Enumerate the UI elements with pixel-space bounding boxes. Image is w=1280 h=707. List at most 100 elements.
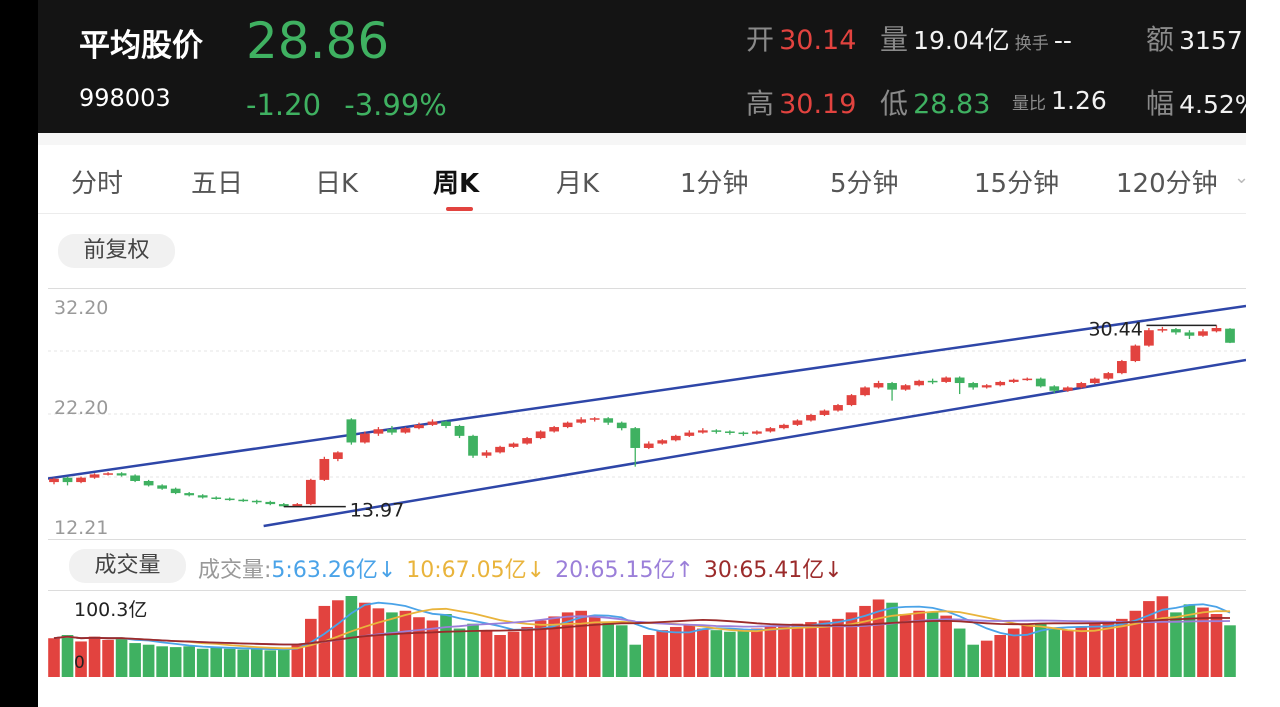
candle-body [495,446,505,453]
candle-body [535,431,546,439]
volume-bar [480,630,493,677]
section-divider [38,133,1246,145]
volume-bar [886,602,898,677]
tab-monthly-k[interactable]: 月K [556,169,600,199]
candle-body [211,497,222,499]
volume-bar [88,636,101,677]
active-tab-indicator [446,207,473,211]
volume-max-label: 100.3亿 [74,599,147,621]
volume-value: 19.04亿 [913,26,1010,55]
volume-bar [683,625,696,677]
volume-bar [737,630,750,677]
candle-body [995,381,1006,386]
y-tick-label: 12.21 [54,517,108,539]
candle-body [1035,378,1046,387]
candle-body [143,480,154,486]
volume-bar [359,602,371,677]
turnover-value: -- [1053,26,1072,55]
candle-body [752,431,762,434]
volume-bar [980,640,993,677]
tab-120min[interactable]: 120分钟 [1116,169,1218,199]
volume-zero-label: 0 [74,653,85,673]
candle-body [1157,329,1168,331]
open-label: 开 [746,23,775,56]
volume-bar [615,625,628,677]
volume-bar [183,646,195,677]
tab-daily-k[interactable]: 日K [315,169,359,199]
high-value: 30.19 [779,89,857,120]
volume-indicator-button[interactable]: 成交量 [69,549,186,583]
volume-bar [1089,623,1101,677]
volume-bar [1197,607,1209,677]
volume-ma5: 5:63.26亿↓ [271,558,397,583]
candle-body [1171,329,1181,333]
candle-body [833,405,843,411]
candle-body [522,438,532,444]
amplitude-value: 4.52% [1179,90,1246,119]
volume-bar [656,630,669,677]
volume-bar [1048,628,1061,677]
volume-bar [142,644,155,677]
tab-1min[interactable]: 1分钟 [680,169,749,199]
candle-body [657,440,668,444]
volume-bar [1116,618,1128,677]
volume-bar [791,623,804,677]
volume-bar [710,630,723,677]
candlestick-chart: 32.20 22.20 12.21 30.44 13.97 [48,288,1246,540]
candle-body [1184,332,1195,336]
candle-body [1144,330,1154,346]
stock-code: 998003 [79,84,171,112]
candle-body [968,383,979,388]
volume-bar [332,600,344,677]
candle-body [1130,345,1141,362]
volume-bar [899,614,912,677]
volume-bar [210,647,223,677]
candle-body [481,452,492,456]
volume-bar [156,646,168,677]
candle-body [711,430,722,432]
candle-body [914,380,924,386]
tab-weekly-k[interactable]: 周K [433,169,480,199]
channel-upper-line [48,304,1246,480]
volume-label: 量 [880,23,909,56]
candle-body [670,435,681,441]
amplitude-label: 幅 [1146,87,1175,120]
volume-bar [75,641,87,677]
volume-bar [372,608,385,677]
high-stat: 高 30.19 [746,82,856,122]
chevron-down-icon[interactable]: ⌄ [1234,167,1246,188]
volume-bar [1156,596,1169,677]
volume-bar [277,649,290,677]
candle-body [76,477,86,483]
volume-bar [548,616,560,677]
candle-body [332,452,343,459]
candle-body [319,458,330,480]
candle-body [941,377,952,382]
tab-intraday[interactable]: 分时 [71,169,124,199]
candle-body [116,473,127,476]
vol-ratio-value: 1.26 [1051,86,1107,115]
volume-bar [872,599,885,677]
tab-15min[interactable]: 15分钟 [974,169,1060,199]
candle-body [508,443,519,447]
candle-body [1008,379,1019,382]
candle-body [103,473,113,475]
volume-bar [940,615,952,677]
candle-body [427,421,438,425]
volume-bar [1007,628,1020,677]
candle-body [238,499,249,502]
tab-five-day[interactable]: 五日 [191,169,244,199]
tab-5min[interactable]: 5分钟 [830,169,899,199]
volume-bar [1129,610,1142,677]
volume-bar [926,612,939,677]
volume-bar [1210,614,1223,677]
channel-lower-line [263,358,1246,528]
volume-bar [994,635,1007,677]
volume-bar [264,650,277,677]
volume-bar [169,647,182,677]
volume-bar [967,644,979,677]
volume-bar [534,620,547,677]
adjust-button[interactable]: 前复权 [58,234,175,268]
candle-body [846,395,857,406]
low-value: 28.83 [913,89,991,120]
